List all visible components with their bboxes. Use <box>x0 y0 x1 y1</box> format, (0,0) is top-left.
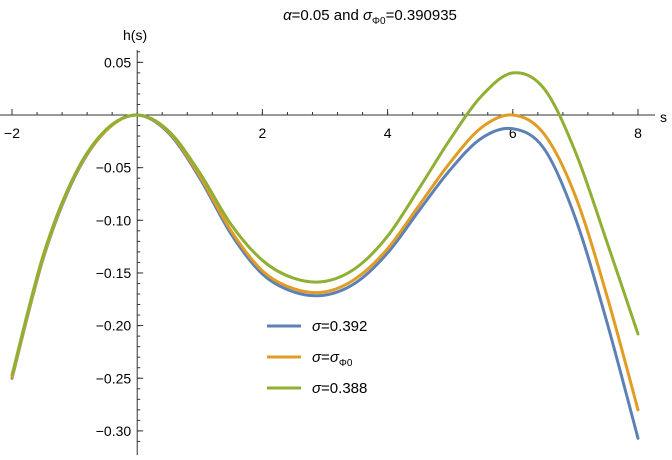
y-tick-label: −0.25 <box>96 370 132 386</box>
y-tick-label: −0.30 <box>96 423 132 439</box>
y-tick-label: 0.05 <box>104 54 131 70</box>
x-tick-label: 2 <box>259 125 267 141</box>
title-sigma-value: =0.390935 <box>386 7 457 24</box>
title-alpha-text: =0.05 and <box>292 7 363 24</box>
legend-label-1: σ=0.392 <box>312 318 367 335</box>
y-tick-label: −0.10 <box>96 212 132 228</box>
y-tick-label: −0.05 <box>96 160 132 176</box>
x-tick-label: 6 <box>509 125 517 141</box>
series-line-3 <box>10 71 640 377</box>
y-tick-label: −0.20 <box>96 318 132 334</box>
y-axis-label: h(s) <box>123 27 147 43</box>
title-sigma-symbol: σ <box>363 7 373 24</box>
legend-label-2: σ=σΦ0 <box>312 349 353 369</box>
title-alpha-symbol: α <box>283 7 292 24</box>
x-axis-label: s <box>660 109 667 125</box>
x-tick-label: 8 <box>634 125 642 141</box>
x-tick-label: 4 <box>384 125 392 141</box>
y-tick-label: −0.15 <box>96 265 132 281</box>
title-sigma-sub: Φ0 <box>372 16 386 27</box>
x-tick-label: −2 <box>4 125 20 141</box>
chart-title: α=0.05 and σΦ0=0.390935 <box>283 7 457 27</box>
legend: σ=0.392 σ=σΦ0 σ=0.388 <box>267 318 367 397</box>
series-group <box>10 71 640 440</box>
legend-label-3: σ=0.388 <box>312 380 367 397</box>
